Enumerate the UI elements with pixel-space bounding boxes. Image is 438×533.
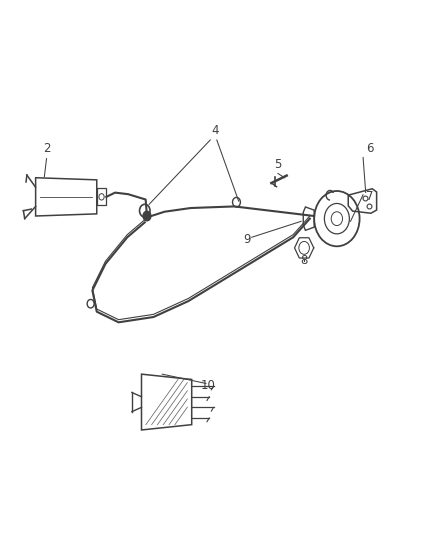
Bar — [97, 188, 106, 205]
Text: 7: 7 — [366, 190, 373, 203]
Text: 10: 10 — [201, 379, 215, 392]
Text: 2: 2 — [43, 142, 50, 155]
Circle shape — [143, 211, 151, 221]
Text: 5: 5 — [274, 158, 282, 171]
Text: 4: 4 — [211, 124, 219, 136]
Text: 8: 8 — [300, 254, 308, 267]
Text: 6: 6 — [366, 142, 373, 155]
Text: 9: 9 — [244, 232, 251, 246]
